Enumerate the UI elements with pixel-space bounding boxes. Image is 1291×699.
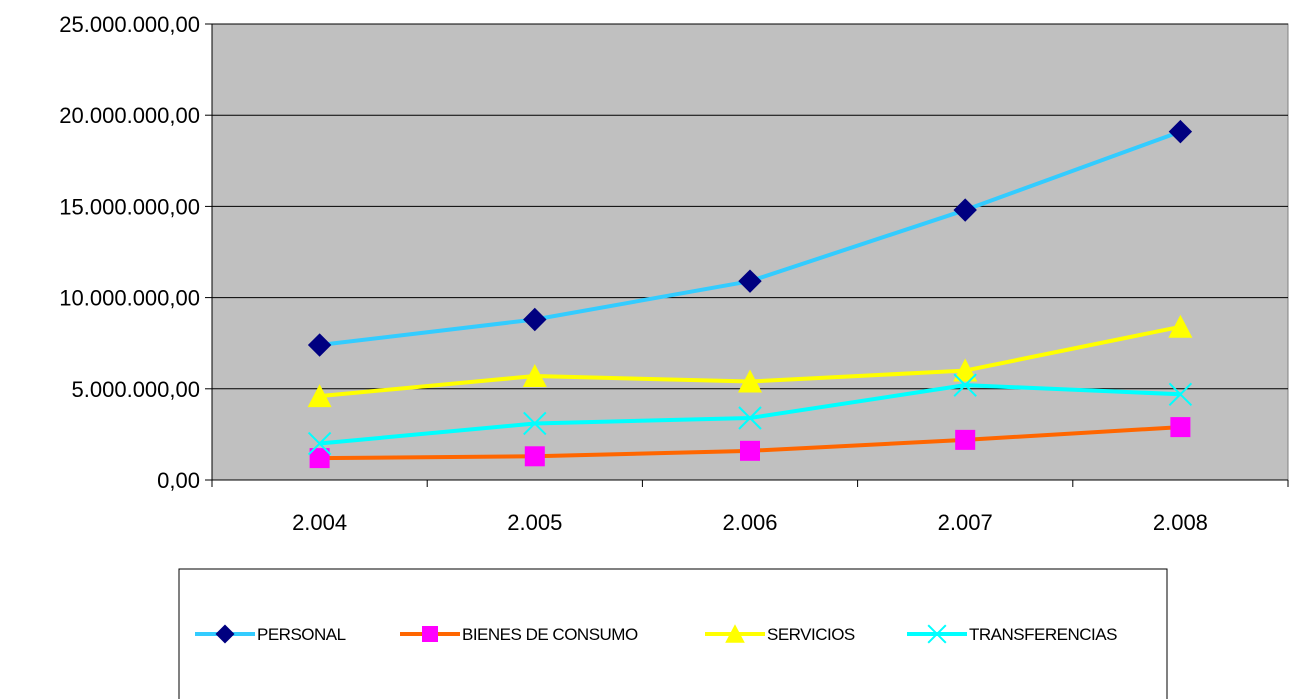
- data-point: [738, 269, 762, 293]
- y-tick-label: 15.000.000,00: [59, 194, 200, 219]
- legend-marker: [215, 624, 235, 644]
- x-axis: 2.004 2.005 2.006 2.007 2.008: [211, 479, 1289, 535]
- series-servicios: [307, 314, 1193, 408]
- y-tick-label: 25.000.000,00: [59, 12, 200, 37]
- x-tick-label: 2.004: [292, 510, 347, 535]
- legend-marker: [927, 624, 947, 644]
- data-point: [953, 358, 978, 382]
- legend-entry: PERSONAL: [195, 624, 346, 644]
- data-point: [1168, 382, 1193, 406]
- data-point: [524, 446, 545, 467]
- data-point: [953, 198, 977, 222]
- data-point: [953, 373, 977, 397]
- legend-label: BIENES DE CONSUMO: [462, 625, 638, 644]
- data-point: [955, 429, 976, 450]
- series-personal: [307, 119, 1193, 357]
- y-tick-label: 20.000.000,00: [59, 103, 200, 128]
- data-point: [1170, 417, 1191, 438]
- data-point: [307, 384, 332, 408]
- x-tick-label: 2.006: [722, 510, 777, 535]
- y-tick-label: 5.000.000,00: [72, 377, 200, 402]
- legend-label: TRANSFERENCIAS: [969, 625, 1117, 644]
- legend-marker: [422, 626, 438, 642]
- x-tick-label: 2.007: [938, 510, 993, 535]
- y-tick-label: 10.000.000,00: [59, 286, 200, 311]
- legend-marker: [725, 624, 745, 643]
- series-bienes-de-consumo: [309, 417, 1191, 469]
- legend-entry: SERVICIOS: [705, 624, 855, 644]
- data-point: [738, 406, 762, 430]
- data-point: [523, 411, 547, 436]
- data-point: [738, 369, 762, 393]
- legend-label: SERVICIOS: [767, 625, 855, 644]
- data-point: [740, 440, 760, 461]
- data-point: [522, 364, 547, 388]
- data-point: [309, 448, 330, 469]
- x-tick-label: 2.005: [507, 510, 562, 535]
- data-point: [307, 431, 332, 456]
- legend-box: [178, 568, 1168, 699]
- y-axis: 0,00 5.000.000,00 10.000.000,00 15.000.000,…: [59, 12, 213, 493]
- legend: PERSONAL BIENES DE CONSUMO SERVICIOS TRANSF…: [178, 568, 1168, 699]
- series-transferencias: [307, 373, 1193, 456]
- x-tick-label: 2.008: [1153, 510, 1208, 535]
- legend-entry: BIENES DE CONSUMO: [400, 625, 638, 644]
- plot-area: [211, 23, 1289, 481]
- data-point: [1168, 119, 1193, 144]
- series-layer: [307, 119, 1193, 469]
- plot-background: [211, 23, 1289, 481]
- data-point: [1168, 314, 1193, 338]
- data-point: [307, 333, 332, 357]
- y-tick-label: 0,00: [157, 468, 200, 493]
- legend-label: PERSONAL: [257, 625, 346, 644]
- legend-entry: TRANSFERENCIAS: [907, 624, 1118, 644]
- data-point: [523, 307, 547, 332]
